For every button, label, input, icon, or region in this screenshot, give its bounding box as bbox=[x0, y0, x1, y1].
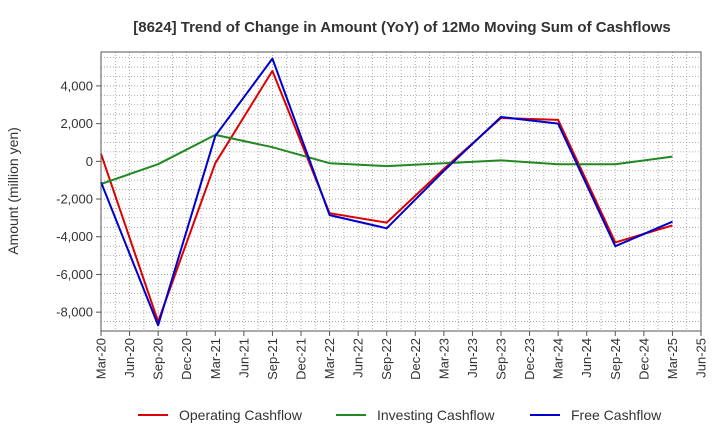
series-line-free-cashflow bbox=[100, 57, 673, 327]
series-line-operating-cashflow bbox=[100, 69, 673, 323]
x-tick-label: Mar-22 bbox=[322, 338, 337, 379]
y-axis-label: Amount (million yen) bbox=[5, 127, 21, 255]
x-tick-label: Mar-25 bbox=[665, 338, 680, 379]
x-tick-label: Mar-24 bbox=[551, 338, 566, 379]
y-tick-label: 0 bbox=[86, 154, 93, 169]
plot-area bbox=[101, 52, 701, 331]
legend-label: Investing Cashflow bbox=[377, 407, 495, 423]
chart-title: [8624] Trend of Change in Amount (YoY) o… bbox=[133, 19, 671, 36]
legend: Operating Cashflow Investing Cashflow Free… bbox=[138, 407, 662, 423]
series-layer bbox=[100, 57, 673, 327]
x-tick-label: Dec-20 bbox=[179, 338, 194, 380]
x-tick-label: Sep-22 bbox=[379, 338, 394, 380]
y-tick-label: -2,000 bbox=[56, 192, 93, 207]
x-tick-label: Sep-23 bbox=[494, 338, 509, 380]
y-tick-label: -8,000 bbox=[56, 305, 93, 320]
y-tick-label: 4,000 bbox=[60, 78, 93, 93]
x-tick-label: Jun-21 bbox=[236, 338, 251, 378]
x-tick-label: Dec-22 bbox=[408, 338, 423, 380]
x-tick-label: Mar-23 bbox=[436, 338, 451, 379]
x-tick-label: Mar-21 bbox=[208, 338, 223, 379]
x-tick-label: Mar-20 bbox=[94, 338, 109, 379]
x-tick-label: Dec-23 bbox=[522, 338, 537, 380]
y-tick-label: -6,000 bbox=[56, 267, 93, 282]
y-tick-label: 2,000 bbox=[60, 116, 93, 131]
x-tick-label: Jun-20 bbox=[122, 338, 137, 378]
x-tick-label: Sep-20 bbox=[151, 338, 166, 380]
axes: 4,000 2,000 0 -2,000 -4,000 -6,000 -8,000 Mar-2… bbox=[56, 51, 709, 380]
legend-label: Free Cashflow bbox=[571, 407, 662, 423]
legend-label: Operating Cashflow bbox=[179, 407, 303, 423]
grid-lines bbox=[101, 52, 701, 331]
x-tick-label: Jun-24 bbox=[579, 338, 594, 378]
x-tick-label: Jun-23 bbox=[465, 338, 480, 378]
x-tick-label: Dec-21 bbox=[294, 338, 309, 380]
x-tick-label: Jun-25 bbox=[694, 338, 709, 378]
x-tick-label: Jun-22 bbox=[351, 338, 366, 378]
plot-frame bbox=[100, 51, 702, 332]
y-tick-label: -4,000 bbox=[56, 229, 93, 244]
x-tick-label: Sep-24 bbox=[608, 338, 623, 380]
x-tick-label: Dec-24 bbox=[636, 338, 651, 380]
x-tick-label: Sep-21 bbox=[265, 338, 280, 380]
plot-background bbox=[101, 52, 701, 331]
